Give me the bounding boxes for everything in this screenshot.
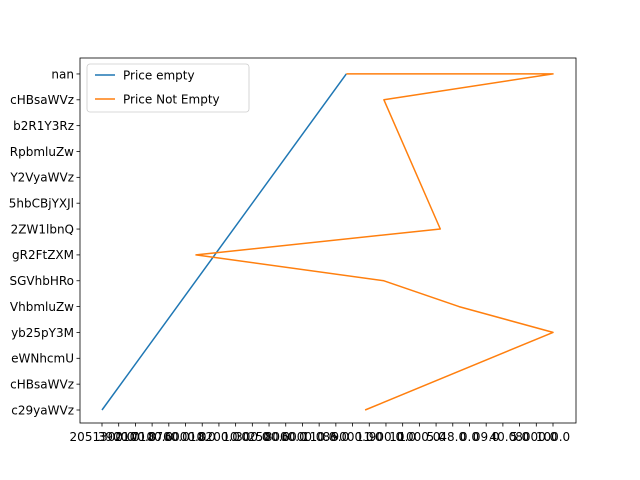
y-tick-label: RpbmluZw xyxy=(10,145,74,159)
y-tick-label: cHBsaWVz xyxy=(10,93,74,107)
plot-frame xyxy=(79,57,577,424)
x-tick-label: 2500.0 xyxy=(248,430,290,444)
x-tick-label: 1000.0 xyxy=(398,430,440,444)
legend: Price empty Price Not Empty xyxy=(86,63,250,113)
x-tick-label: 6000.0 xyxy=(165,430,207,444)
x-tick-label: 5.0 xyxy=(510,430,529,444)
legend-label-1: Price Not Empty xyxy=(123,92,220,106)
x-tick-label: 8000.0 xyxy=(265,430,307,444)
series-line-0 xyxy=(101,73,347,411)
x-tick-label: 86.0 xyxy=(322,430,349,444)
x-tick-label: 8200.0 xyxy=(198,430,240,444)
x-tick-label: 10.0 xyxy=(389,430,416,444)
y-tick-label: SGVhbHRo xyxy=(9,274,74,288)
x-tick-label: 7100.0 xyxy=(131,430,173,444)
x-tick-label: 40.0 xyxy=(490,430,517,444)
x-tick-label: 900.0 xyxy=(369,430,403,444)
x-tick-label: 10.0 xyxy=(222,430,249,444)
x-tick-label: 09.0 xyxy=(473,430,500,444)
x-tick-label: 10.0 xyxy=(189,430,216,444)
legend-label-0: Price empty xyxy=(123,68,195,82)
x-tick-label: 110.0 xyxy=(302,430,336,444)
y-tick-label: gR2FtZXM xyxy=(12,248,74,262)
x-tick-label: 6000.0 xyxy=(281,430,323,444)
y-tick-label: eWNhcmU xyxy=(11,352,74,366)
x-tick-label: 0.0 xyxy=(460,430,479,444)
x-tick-label: 8700.0 xyxy=(148,430,190,444)
y-tick-label: yb25pY3M xyxy=(11,326,74,340)
x-tick-label: 2100.0 xyxy=(114,430,156,444)
x-tick-label: 8000.0 xyxy=(515,430,557,444)
x-tick-label: 100.0 xyxy=(536,430,570,444)
x-tick-label: 9000.0 xyxy=(332,430,374,444)
y-tick-label: nan xyxy=(51,67,74,81)
y-tick-label: 5hbCBjYXJl xyxy=(9,197,74,211)
y-tick-label: c29yaWVz xyxy=(11,403,74,417)
y-tick-label: Y2VyaWVz xyxy=(9,171,74,185)
x-tick-label: 3900.0 xyxy=(98,430,140,444)
x-tick-label: 5.0 xyxy=(427,430,446,444)
x-tick-label: 11.0 xyxy=(356,430,383,444)
y-tick-label: 2ZW1lbnQ xyxy=(11,222,74,236)
y-tick-label: b2R1Y3Rz xyxy=(13,119,74,133)
series-line-1 xyxy=(195,73,554,411)
y-tick-label: cHBsaWVz xyxy=(10,377,74,391)
legend-box xyxy=(86,63,250,113)
x-tick-label: 300.0 xyxy=(235,430,269,444)
plot-area: c29yaWVz cHBsaWVz eWNhcmU yb25pY3M VhbmluZw S… xyxy=(9,57,577,444)
y-tick-label: VhbmluZw xyxy=(10,300,74,314)
x-tick-label: 2051300.0 xyxy=(70,430,135,444)
x-tick-label: 48.0 xyxy=(439,430,466,444)
